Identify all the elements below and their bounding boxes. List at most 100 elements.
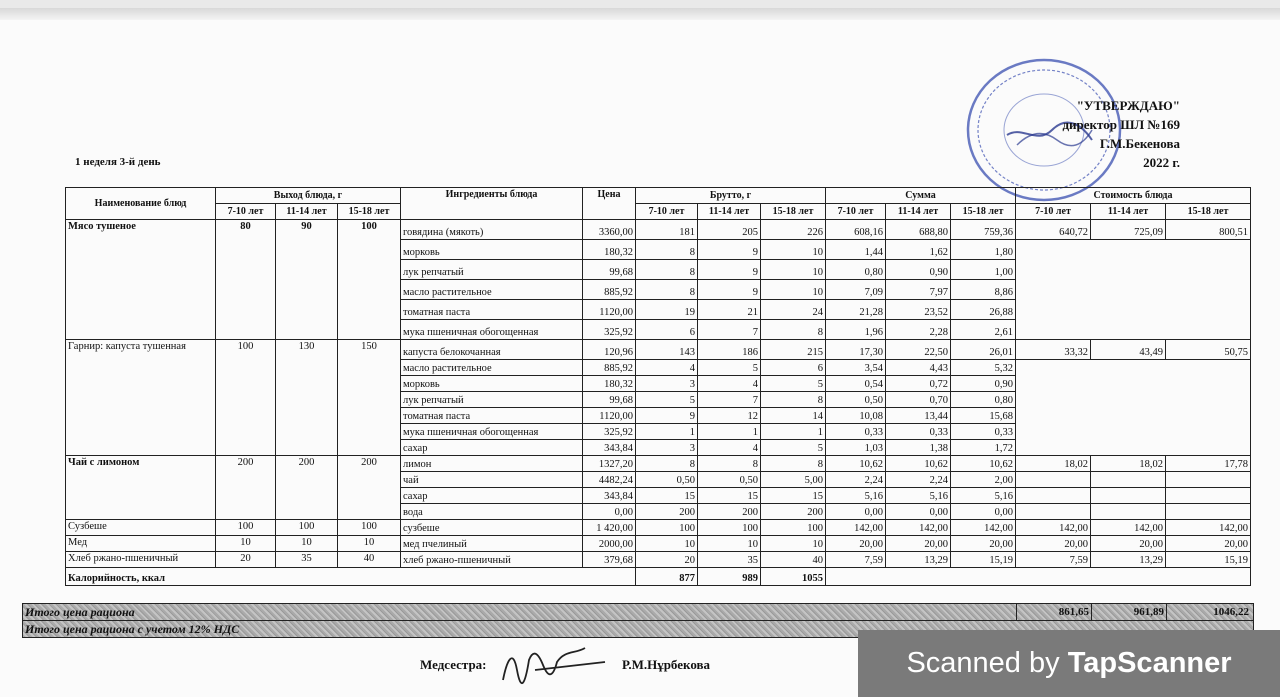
ingredient-sum: 0,00: [825, 503, 886, 520]
approval-position: директор ШЛ №169: [1062, 117, 1180, 132]
ingredient-sum: 2,24: [885, 471, 951, 488]
ingredient-sum: 21,28: [825, 299, 886, 320]
dish-yield: 150: [337, 339, 401, 456]
dish-yield: 100: [215, 519, 276, 536]
ingredient-name: масло растительное: [400, 359, 583, 376]
dish-yield: 10: [337, 535, 401, 552]
dish-yield: 40: [337, 551, 401, 568]
table-row: Сузбеше 100 100 100 сузбеше 1 420,00 100 100 100…: [65, 519, 1251, 536]
dish-yield: 20: [215, 551, 276, 568]
ingredient-brutto: 1: [760, 423, 826, 440]
header-yield: Выход блюда, г: [215, 187, 401, 204]
ingredient-sum: 1,38: [885, 439, 951, 456]
ingredient-brutto: 4: [697, 439, 761, 456]
ingredient-name: томатная паста: [400, 299, 583, 320]
ingredient-price: 885,92: [582, 279, 636, 300]
ingredient-brutto: 10: [760, 259, 826, 280]
ingredient-price: 325,92: [582, 319, 636, 340]
scanner-watermark: Scanned by TapScanner: [858, 630, 1280, 697]
dish-yield: 200: [215, 455, 276, 520]
ingredient-price: 343,84: [582, 487, 636, 504]
ingredient-sum: 1,62: [885, 239, 951, 260]
ingredient-brutto: 5: [760, 439, 826, 456]
ingredient-price: 99,68: [582, 391, 636, 408]
ingredient-sum: 15,19: [950, 551, 1016, 568]
cost-empty-cell: [1090, 471, 1166, 488]
ingredient-brutto: 100: [697, 519, 761, 536]
ingredient-brutto: 181: [635, 219, 698, 240]
watermark-brand: TapScanner: [1067, 647, 1232, 679]
dish-yield: 100: [337, 219, 401, 340]
dish-cost: 50,75: [1165, 339, 1251, 360]
ingredient-sum: 0,00: [950, 503, 1016, 520]
ingredient-sum: 142,00: [950, 519, 1016, 536]
cost-empty-cell: [1165, 503, 1251, 520]
ingredient-sum: 10,62: [885, 455, 951, 472]
header-brutto-age: 11-14 лет: [697, 203, 761, 220]
ingredient-sum: 0,00: [885, 503, 951, 520]
ingredient-name: мед пчелиный: [400, 535, 583, 552]
ingredient-price: 180,32: [582, 239, 636, 260]
dish-name: Мед: [65, 535, 216, 552]
vat-total-label: Итого цена рациона с учетом 12% НДС: [25, 622, 240, 636]
ingredient-brutto: 6: [635, 319, 698, 340]
ingredient-sum: 22,50: [885, 339, 951, 360]
ingredient-brutto: 10: [760, 535, 826, 552]
dish-cost: 13,29: [1090, 551, 1166, 568]
ingredient-name: морковь: [400, 239, 583, 260]
ingredient-brutto: 10: [760, 239, 826, 260]
nurse-name: Р.М.Нұрбекова: [622, 657, 711, 672]
dish-yield: 200: [337, 455, 401, 520]
cost-empty-cell: [1090, 503, 1166, 520]
dish-yield: 100: [275, 519, 338, 536]
calories-value: 1055: [760, 567, 826, 586]
dish-cost: 15,19: [1165, 551, 1251, 568]
dish-cost: 20,00: [1165, 535, 1251, 552]
ingredient-brutto: 9: [697, 239, 761, 260]
header-cost-age: 11-14 лет: [1090, 203, 1166, 220]
dish-cost: 18,02: [1015, 455, 1091, 472]
ingredient-price: 4482,24: [582, 471, 636, 488]
ingredient-sum: 2,61: [950, 319, 1016, 340]
ingredient-sum: 13,44: [885, 407, 951, 424]
dish-cost: 142,00: [1165, 519, 1251, 536]
calories-value: 989: [697, 567, 761, 586]
ingredient-price: 99,68: [582, 259, 636, 280]
ingredient-brutto: 3: [635, 439, 698, 456]
table-row: Мясо тушеное 80 90 100 говядина (мякоть) 3360…: [65, 219, 1251, 340]
dish-name: Хлеб ржано-пшеничный: [65, 551, 216, 568]
cost-empty-cell: [1015, 503, 1091, 520]
ingredient-sum: 23,52: [885, 299, 951, 320]
calories-row: Калорийность, ккал 877 989 1055: [65, 567, 1251, 586]
watermark-prefix: Scanned by: [906, 647, 1068, 679]
cost-empty-cell: [1015, 471, 1091, 488]
ingredient-sum: 17,30: [825, 339, 886, 360]
ingredient-name: лук репчатый: [400, 391, 583, 408]
ingredient-sum: 7,59: [825, 551, 886, 568]
ingredient-sum: 0,33: [825, 423, 886, 440]
approval-name: Г.М.Бекенова: [1099, 136, 1180, 151]
ingredient-brutto: 8: [635, 259, 698, 280]
ingredient-brutto: 100: [760, 519, 826, 536]
header-sum-age: 11-14 лет: [885, 203, 951, 220]
ingredient-name: мука пшеничная обогощенная: [400, 319, 583, 340]
ingredient-brutto: 5: [635, 391, 698, 408]
ingredient-sum: 0,33: [885, 423, 951, 440]
nurse-label: Медсестра:: [420, 657, 487, 672]
dish-cost: 142,00: [1090, 519, 1166, 536]
table-row: томатная паста 1120,00 19 21 24 21,28 23,52 26,…: [66, 299, 1251, 320]
header-yield-age: 7-10 лет: [215, 203, 276, 220]
dish-cost: 800,51: [1165, 219, 1251, 240]
ingredient-sum: 1,80: [950, 239, 1016, 260]
ingredient-sum: 0,90: [885, 259, 951, 280]
ingredient-brutto: 15: [697, 487, 761, 504]
table-row: вода 0,00 200 200 200 0,00 0,00 0,00: [66, 503, 1251, 520]
ingredient-sum: 5,32: [950, 359, 1016, 376]
ingredient-brutto: 15: [760, 487, 826, 504]
day-title: 1 неделя 3-й день: [75, 156, 161, 168]
header-sum: Сумма: [825, 187, 1016, 204]
ingredient-brutto: 186: [697, 339, 761, 360]
total-row: Итого цена рациона 861,65 961,89 1046,22: [22, 603, 1254, 621]
table-row: Гарнир: капуста тушенная 100 130 150 капуста…: [65, 339, 1251, 456]
ingredient-brutto: 10: [635, 535, 698, 552]
